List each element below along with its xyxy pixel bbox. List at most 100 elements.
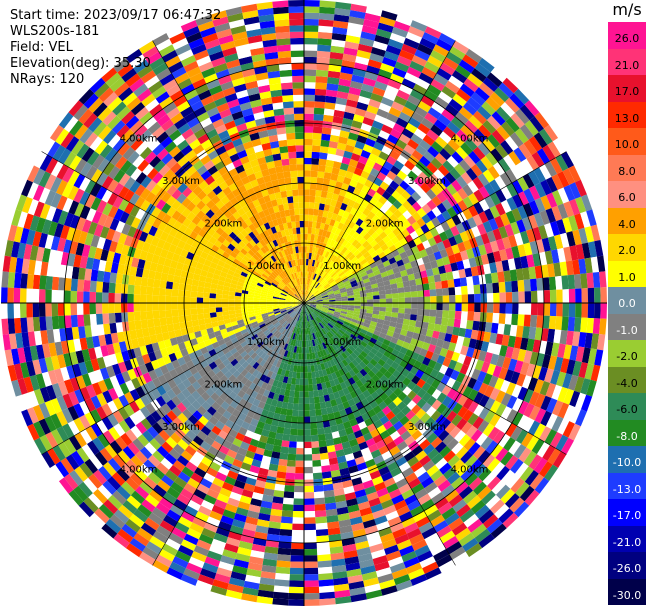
velocity-gate — [314, 485, 324, 492]
velocity-gate — [435, 281, 442, 289]
velocity-gate — [491, 323, 499, 334]
velocity-gate — [159, 310, 166, 318]
velocity-gate — [172, 282, 179, 290]
velocity-gate — [300, 379, 304, 386]
velocity-gate — [292, 416, 299, 423]
velocity-gate — [288, 397, 294, 404]
velocity-gate — [308, 385, 313, 392]
velocity-gate — [304, 448, 312, 455]
velocity-gate — [486, 313, 493, 323]
velocity-gate — [319, 159, 327, 166]
velocity-gate — [319, 579, 334, 587]
velocity-gate — [147, 319, 154, 328]
velocity-gate — [304, 599, 320, 606]
velocity-gate — [52, 316, 59, 330]
velocity-gate — [486, 283, 493, 293]
velocity-gate — [304, 593, 320, 600]
velocity-gate — [153, 303, 160, 311]
velocity-gate — [321, 459, 330, 466]
velocity-gate — [449, 303, 456, 311]
velocity-gate — [600, 303, 607, 319]
velocity-gate — [424, 303, 431, 310]
velocity-gate — [184, 309, 191, 316]
velocity-gate — [134, 294, 141, 303]
velocity-gate — [282, 504, 293, 511]
velocity-gate — [417, 291, 424, 298]
velocity-gate — [324, 427, 332, 434]
velocity-gate — [474, 312, 481, 322]
velocity-gate — [304, 536, 317, 543]
velocity-gate — [320, 0, 336, 8]
velocity-gate — [304, 543, 317, 550]
velocity-gate — [316, 64, 329, 71]
velocity-gate — [191, 309, 198, 315]
velocity-gate — [392, 293, 399, 298]
velocity-gate — [517, 280, 524, 292]
velocity-gate — [300, 366, 304, 372]
velocity-gate — [599, 271, 607, 287]
velocity-gate — [222, 307, 229, 312]
velocity-gate — [278, 459, 287, 466]
velocity-gate — [313, 133, 322, 140]
velocity-gate — [544, 290, 551, 303]
velocity-gate — [178, 303, 184, 310]
velocity-gate — [184, 303, 190, 309]
velocity-gate — [109, 272, 117, 283]
velocity-gate — [288, 447, 296, 454]
velocity-gate — [307, 366, 311, 373]
velocity-gate — [304, 227, 308, 233]
velocity-gate — [299, 385, 304, 391]
velocity-gate — [304, 530, 316, 537]
velocity-gate — [197, 297, 203, 303]
velocity-gate — [417, 309, 424, 316]
velocity-gate — [455, 287, 462, 296]
velocity-gate — [304, 215, 309, 221]
velocity-gate — [102, 303, 109, 314]
velocity-gate — [318, 573, 333, 580]
velocity-gate — [289, 587, 304, 594]
velocity-gate — [153, 318, 160, 327]
velocity-gate — [216, 294, 223, 299]
velocity-gate — [575, 303, 582, 318]
velocity-gate — [287, 403, 293, 410]
velocity-gate — [286, 473, 296, 480]
velocity-gate — [448, 287, 455, 295]
velocity-gate — [33, 317, 40, 332]
velocity-gate — [304, 549, 317, 556]
velocity-gate — [298, 417, 304, 423]
velocity-gate — [228, 303, 234, 307]
velocity-gate — [304, 467, 313, 474]
velocity-gate — [291, 422, 298, 429]
velocity-gate — [65, 278, 72, 291]
velocity-gate — [159, 303, 166, 311]
velocity-gate — [304, 417, 310, 423]
velocity-gate — [317, 548, 331, 555]
velocity-gate — [398, 308, 405, 314]
velocity-gate — [321, 134, 331, 141]
velocity-gate — [310, 410, 316, 417]
velocity-gate — [324, 172, 332, 179]
velocity-gate — [83, 280, 90, 292]
velocity-gate — [274, 586, 290, 594]
velocity-gate — [294, 486, 304, 493]
velocity-gate — [127, 303, 134, 312]
velocity-gate — [315, 510, 327, 517]
velocity-gate — [312, 145, 321, 152]
velocity-gate — [33, 289, 40, 303]
velocity-gate — [293, 403, 299, 410]
velocity-gate — [216, 303, 222, 308]
velocity-gate — [228, 307, 235, 311]
velocity-gate — [153, 311, 160, 319]
velocity-gate — [27, 317, 34, 332]
velocity-gate — [77, 291, 84, 303]
velocity-gate — [203, 292, 210, 298]
velocity-gate — [312, 152, 320, 159]
velocity-gate — [569, 303, 576, 317]
velocity-gate — [146, 303, 153, 311]
velocity-gate — [304, 170, 311, 177]
velocity-gate — [293, 498, 304, 505]
velocity-gate — [587, 318, 595, 334]
velocity-gate — [173, 275, 180, 283]
velocity-gate — [1, 303, 8, 319]
velocity-gate — [386, 307, 393, 312]
